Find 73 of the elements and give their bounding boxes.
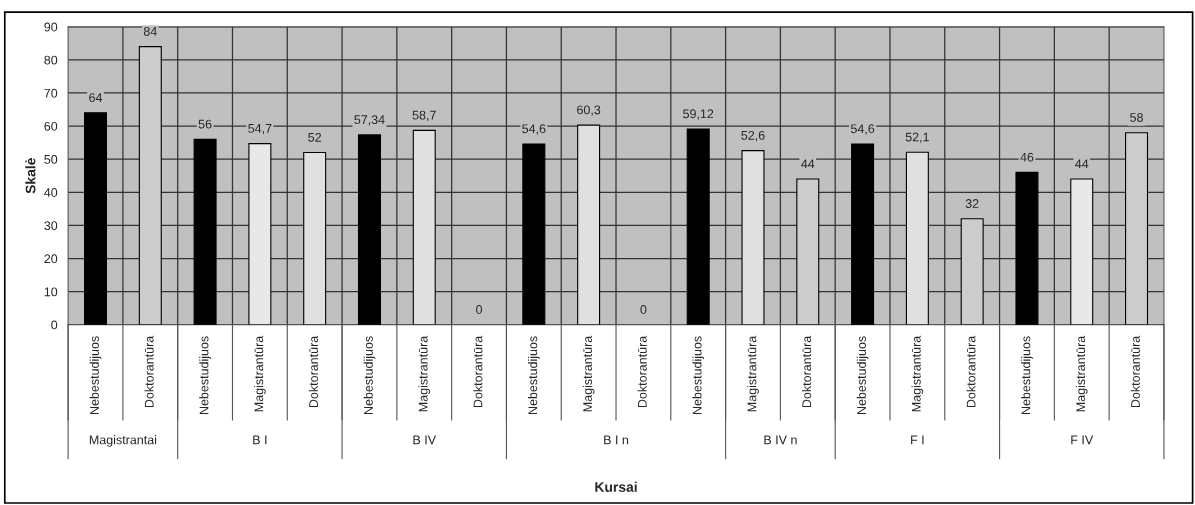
bar (193, 138, 217, 325)
x-tick-label: Nebestudijuos (363, 336, 376, 415)
y-tick-label: 10 (44, 287, 58, 297)
x-tick-label: Nebestudijuos (1021, 336, 1033, 415)
data-label: 60,3 (577, 105, 601, 116)
data-label: 64 (89, 93, 103, 103)
bar (248, 143, 272, 325)
x-tick-label: Nebestudijuos (89, 336, 102, 415)
y-tick-label: 50 (44, 154, 58, 164)
x-tick-label: Magistrantūra (911, 335, 924, 412)
x-tick-label: Nebestudijuos (199, 336, 211, 415)
bar (851, 143, 875, 325)
x-tick-label: Nebestudijuos (856, 336, 869, 415)
text: Magistrantai (89, 435, 157, 447)
bar (1015, 171, 1039, 325)
bar (522, 143, 546, 325)
x-tick-label: Doktorantūra (473, 335, 483, 408)
x-tick-label: Magistrantūra (254, 335, 266, 412)
x-tick-label: Doktorantūra (144, 335, 154, 408)
bar (83, 112, 108, 325)
data-label: 44 (801, 159, 815, 169)
data-label: 59,12 (683, 109, 714, 120)
y-tick-label: 90 (44, 22, 58, 32)
bar (412, 129, 436, 325)
data-label: 0 (640, 305, 647, 314)
data-label: 84 (143, 26, 157, 36)
y-tick-label: 60 (44, 121, 58, 131)
x-tick-label: Magistrantūra (582, 335, 595, 412)
data-label: 44 (1075, 159, 1089, 169)
x-tick-label: Magistrantūra (418, 335, 431, 412)
x-tick-label: Doktorantūra (1130, 335, 1140, 408)
bar (741, 150, 765, 325)
x-tick-label: Magistrantūra (747, 335, 759, 412)
text: B I n (604, 435, 629, 445)
x-tick-label: Doktorantūra (308, 335, 319, 408)
x-tick-label: Magistrantūra (1075, 335, 1088, 412)
y-tick-label: 80 (44, 55, 58, 65)
text: F I (911, 435, 924, 445)
y-tick-label: 0 (51, 320, 58, 330)
data-label: 57,34 (354, 115, 385, 126)
x-axis-title: Kursai (595, 481, 637, 492)
y-tick-label: 30 (44, 221, 58, 231)
data-label: 54,7 (248, 124, 272, 135)
data-label: 58 (1130, 113, 1143, 122)
data-label: 54,6 (522, 124, 546, 135)
bar (357, 134, 381, 325)
y-tick-label: 40 (44, 188, 58, 197)
data-label: 54,6 (850, 124, 875, 135)
text: B I (253, 435, 267, 445)
x-tick-label: Doktorantūra (966, 335, 976, 408)
bar (905, 151, 929, 325)
y-tick-label: 70 (44, 88, 58, 98)
bar (577, 124, 601, 325)
text: F IV (1071, 435, 1094, 445)
x-tick-label: Nebestudijuos (692, 336, 705, 415)
data-label: 58,7 (412, 110, 436, 122)
bar (303, 152, 327, 325)
text: B IV n (764, 435, 797, 445)
x-tick-label: Doktorantūra (637, 335, 647, 408)
data-label: 46 (1020, 152, 1034, 162)
data-label: 56 (198, 119, 212, 129)
bar (686, 128, 710, 325)
data-label: 52,6 (741, 130, 765, 142)
text: B IV (413, 435, 437, 445)
y-tick-label: 20 (44, 254, 58, 264)
data-label: 52,1 (905, 132, 929, 143)
bar (1070, 178, 1094, 325)
data-label: 32 (965, 199, 979, 208)
data-label: 52 (308, 132, 321, 142)
x-tick-label: Nebestudijuos (528, 336, 540, 415)
data-label: 0 (476, 305, 483, 314)
y-axis-title: Skalė (25, 158, 36, 194)
x-tick-label: Doktorantūra (801, 335, 812, 408)
